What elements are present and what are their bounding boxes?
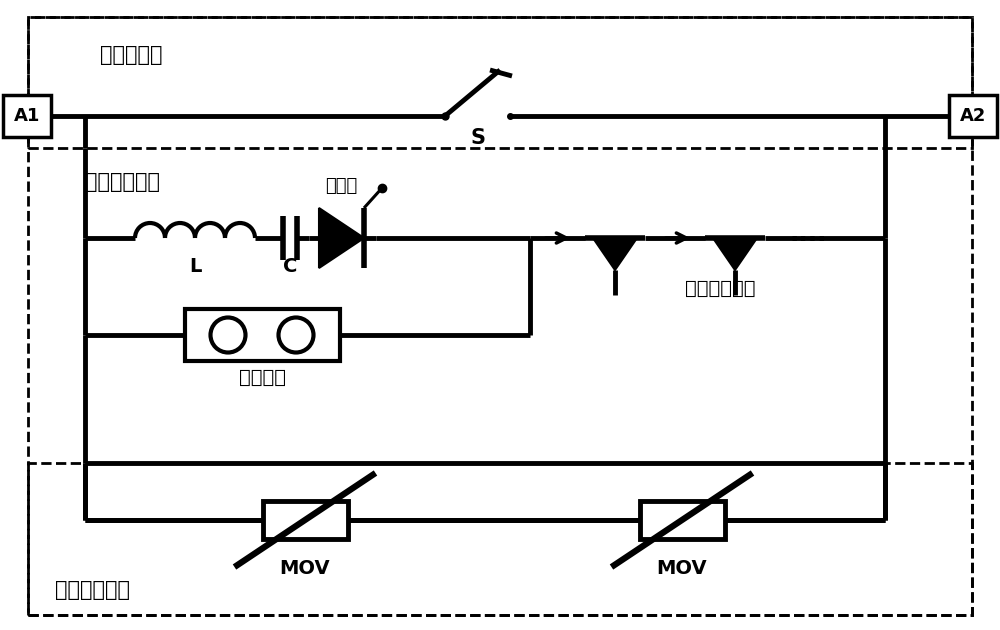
Text: 电力电子组件: 电力电子组件 — [685, 278, 755, 297]
Text: S: S — [471, 128, 486, 148]
Bar — [949, 95, 997, 137]
Polygon shape — [319, 208, 364, 268]
Text: 触发开关: 触发开关 — [239, 367, 286, 386]
Text: 晶闸管: 晶闸管 — [325, 177, 358, 195]
Text: A2: A2 — [960, 107, 986, 125]
Text: MOV: MOV — [280, 559, 330, 578]
Text: 主电流回路: 主电流回路 — [100, 45, 162, 65]
Text: 电流转移支路: 电流转移支路 — [85, 172, 160, 192]
Bar — [640, 501, 724, 539]
Text: MOV: MOV — [657, 559, 707, 578]
Text: L: L — [189, 256, 201, 275]
Text: A1: A1 — [14, 107, 40, 125]
Bar — [28, 17, 972, 148]
Text: ....: .... — [790, 222, 828, 246]
Text: C: C — [283, 256, 297, 275]
Text: 能量吸收支路: 能量吸收支路 — [55, 580, 130, 600]
Polygon shape — [713, 238, 757, 270]
Bar — [28, 463, 972, 615]
Bar — [185, 309, 340, 361]
Polygon shape — [593, 238, 637, 270]
Bar — [3, 95, 51, 137]
Bar — [262, 501, 348, 539]
